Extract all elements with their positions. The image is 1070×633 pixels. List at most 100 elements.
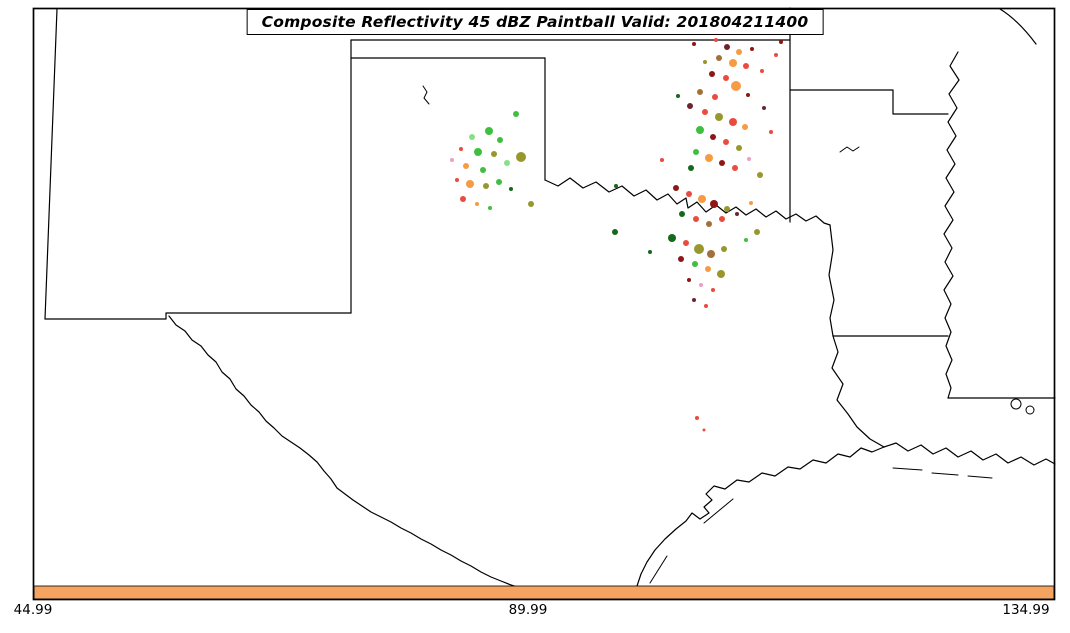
state-border-nm-south xyxy=(44,312,352,320)
paintball-dot xyxy=(762,106,766,110)
paintball-dot xyxy=(714,38,718,42)
paintball-dot xyxy=(750,47,754,51)
paintball-dot xyxy=(455,178,459,182)
river-squiggle-ok-panhandle xyxy=(422,85,430,105)
state-border-tx-ar xyxy=(828,224,835,337)
paintball-dot xyxy=(692,261,698,267)
paintball-dot xyxy=(504,160,510,166)
paintball-dot xyxy=(717,270,725,278)
paintball-dots-layer xyxy=(450,27,783,432)
coastline-texas xyxy=(636,446,885,587)
paintball-dot xyxy=(695,416,699,420)
paintball-dot xyxy=(648,250,652,254)
paintball-dot xyxy=(754,229,760,235)
paintball-dot xyxy=(702,109,708,115)
paintball-dot xyxy=(509,187,513,191)
paintball-dot xyxy=(743,63,749,69)
paintball-dot xyxy=(719,160,725,166)
paintball-dot xyxy=(716,55,722,61)
x-tick-label-right: 134.99 xyxy=(1002,602,1050,618)
paintball-dot xyxy=(774,53,778,57)
paintball-dot xyxy=(698,195,706,203)
paintball-dot xyxy=(729,59,737,67)
paintball-dot xyxy=(710,134,716,140)
paintball-dot xyxy=(483,183,489,189)
paintball-dot xyxy=(723,75,729,81)
paintball-dot xyxy=(676,94,680,98)
plot-title-text: Composite Reflectivity 45 dBZ Paintball … xyxy=(261,13,809,31)
paintball-dot xyxy=(475,202,479,206)
state-border-top-right xyxy=(999,8,1037,45)
paintball-dot xyxy=(469,134,475,140)
paintball-dot xyxy=(692,42,696,46)
paintball-dot xyxy=(749,201,753,205)
coastline-louisiana xyxy=(883,442,1056,466)
paintball-dot xyxy=(736,145,742,151)
paintball-dot xyxy=(460,196,466,202)
river-sabine-border xyxy=(831,335,885,448)
paintball-dot xyxy=(724,206,730,212)
river-squiggle-arkansas xyxy=(839,146,860,153)
paintball-dot xyxy=(757,172,763,178)
paintball-dot xyxy=(660,158,664,162)
paintball-dot xyxy=(474,148,482,156)
paintball-dot xyxy=(497,137,503,143)
paintball-dot xyxy=(702,428,706,432)
map-frame xyxy=(32,7,1056,601)
paintball-dot xyxy=(709,71,715,77)
paintball-dot xyxy=(496,179,502,185)
paintball-dot xyxy=(729,118,737,126)
paintball-dot xyxy=(679,211,685,217)
paintball-dot xyxy=(463,163,469,169)
paintball-dot xyxy=(693,216,699,222)
paintball-dot xyxy=(710,200,718,208)
paintball-dot xyxy=(466,180,474,188)
paintball-dot xyxy=(687,103,693,109)
paintball-dot xyxy=(614,184,618,188)
paintball-dot xyxy=(747,157,751,161)
paintball-dot xyxy=(705,154,713,162)
paintball-dot xyxy=(692,298,696,302)
paintball-dot xyxy=(723,139,729,145)
paintball-dot xyxy=(673,185,679,191)
paintball-dot xyxy=(678,256,684,262)
barrier-islands-tx xyxy=(649,498,734,584)
paintball-dot xyxy=(687,278,691,282)
lake-icon xyxy=(1010,398,1022,410)
paintball-dot xyxy=(706,221,712,227)
paintball-dot xyxy=(707,250,715,258)
paintball-dot xyxy=(612,229,618,235)
paintball-dot xyxy=(779,40,783,44)
paintball-dot xyxy=(683,240,689,246)
paintball-dot xyxy=(711,288,715,292)
paintball-dot xyxy=(769,130,773,134)
paintball-dot xyxy=(703,60,707,64)
paintball-dot xyxy=(485,127,493,135)
river-red-river-border xyxy=(544,177,831,226)
paintball-dot xyxy=(694,244,704,254)
paintball-dot xyxy=(715,113,723,121)
paintball-dot xyxy=(736,49,742,55)
paintball-dot xyxy=(528,201,534,207)
paintball-dot xyxy=(744,238,748,242)
barrier-islands-la xyxy=(892,467,993,479)
river-rio-grande-border xyxy=(168,315,521,589)
paintball-dot xyxy=(688,165,694,171)
colorbar-strip xyxy=(33,585,1055,600)
paintball-dot xyxy=(724,44,730,50)
paintball-dot xyxy=(513,111,519,117)
paintball-dot xyxy=(712,94,718,100)
paintball-dot xyxy=(742,124,748,130)
plot-title-box: Composite Reflectivity 45 dBZ Paintball … xyxy=(246,9,824,35)
paintball-dot xyxy=(732,165,738,171)
paintball-dot xyxy=(697,89,703,95)
river-mississippi xyxy=(943,51,960,399)
paintball-dot xyxy=(721,246,727,252)
paintball-dot xyxy=(488,206,492,210)
paintball-dot xyxy=(731,81,741,91)
paintball-dot xyxy=(705,266,711,272)
x-tick-label-center: 89.99 xyxy=(508,602,548,618)
paintball-dot xyxy=(735,212,739,216)
